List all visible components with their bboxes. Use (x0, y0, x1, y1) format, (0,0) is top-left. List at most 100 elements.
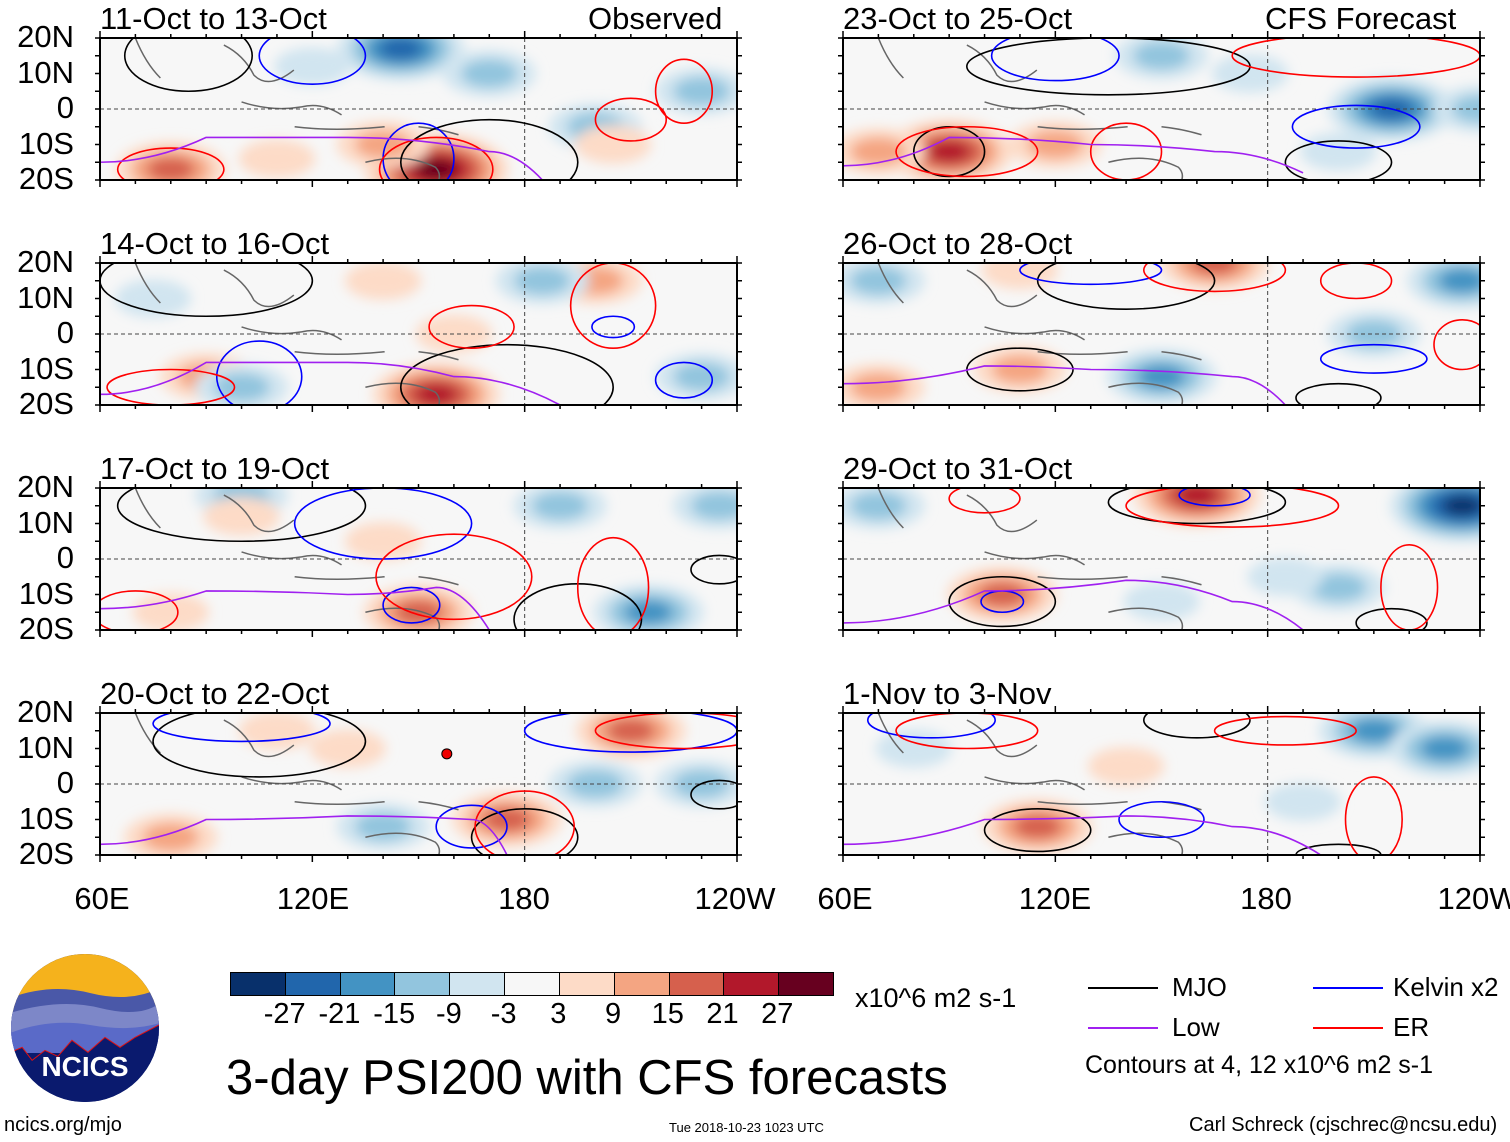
coastline (877, 263, 1202, 405)
panel-title: 1-Nov to 3-Nov (843, 676, 1052, 711)
anomaly-blob (1013, 814, 1062, 839)
map-content (100, 263, 737, 405)
lat-label: 20N (17, 469, 74, 504)
anomaly-blob (514, 266, 571, 295)
legend-label: Kelvin x2 (1393, 972, 1499, 1002)
anomaly-blob (624, 600, 673, 625)
lon-label: 120W (694, 881, 776, 916)
contour-low (843, 579, 1304, 630)
anomaly-blob (461, 59, 518, 88)
lat-label: 10S (18, 575, 74, 611)
tropical-cyclone-icon (441, 748, 453, 760)
low-legend-line (1088, 1027, 1158, 1029)
map-svg (838, 256, 1485, 412)
lat-label: 20S (18, 386, 74, 421)
anomaly-blob (1310, 573, 1367, 602)
anomaly-field (115, 38, 737, 180)
contour-er (654, 58, 714, 125)
contour-kelvin-x2 (654, 361, 714, 399)
contour-low (843, 815, 1322, 855)
panel-title: 23-Oct to 25-Oct (843, 1, 1073, 36)
lon-label: 120E (1018, 881, 1092, 916)
lon-label: 120W (1437, 881, 1510, 916)
anomaly-blob (532, 491, 589, 520)
colorbar-swatch (559, 973, 615, 995)
contour-er (428, 304, 515, 350)
contour-kelvin-x2 (1019, 263, 1163, 286)
lat-label: 0 (56, 315, 74, 350)
contour-mjo (983, 808, 1092, 853)
lat-label: 0 (56, 765, 74, 800)
anomaly-blob (1027, 130, 1084, 159)
anomaly-blob (1123, 582, 1200, 621)
coastline (877, 488, 1202, 630)
map-svg (95, 481, 742, 637)
map-content (843, 263, 1480, 405)
map-panel (838, 481, 1485, 637)
anomaly-blob (344, 522, 422, 561)
map-svg (95, 706, 742, 862)
observed-label: Observed (588, 1, 723, 36)
contour-low (100, 815, 508, 855)
map-content (843, 713, 1480, 855)
lat-label: 10N (17, 279, 74, 315)
lat-label: 10N (17, 504, 74, 540)
colorbar-units: x10^6 m2 s-1 (855, 983, 1017, 1013)
anomaly-blob (142, 823, 199, 852)
contour-kelvin-x2 (215, 340, 303, 405)
timestamp: Tue 2018-10-23 1023 UTC (669, 1120, 824, 1135)
contour-er (594, 713, 737, 750)
contour-low (100, 361, 561, 405)
map-panel (838, 706, 1485, 862)
lat-label: 20S (18, 836, 74, 871)
anomaly-blob (991, 355, 1048, 384)
contour-mjo (948, 575, 1057, 628)
figure-title: 3-day PSI200 with CFS forecasts (226, 1051, 948, 1105)
map-svg (838, 481, 1485, 637)
coastline (134, 713, 459, 855)
anomaly-blob (574, 125, 652, 164)
contour-low (100, 136, 543, 180)
anomaly-blob (309, 729, 386, 768)
lon-label: 180 (1240, 881, 1292, 916)
colorbar-tick-label: 21 (706, 998, 739, 1030)
anomaly-blob (416, 159, 456, 180)
map-panel (95, 481, 742, 637)
contour-er (106, 368, 236, 405)
contour-mjo (470, 808, 579, 855)
contour-er (378, 136, 494, 180)
anomaly-blob (1345, 319, 1402, 349)
map-content (100, 713, 737, 855)
anomaly-field (843, 38, 1480, 180)
colorbar-tick-label: -15 (373, 998, 416, 1030)
lon-label: 120E (276, 881, 350, 916)
contour-kelvin-x2 (1118, 800, 1205, 839)
contour-er (1125, 488, 1340, 528)
coastline (877, 38, 1202, 180)
anomaly-blob (147, 157, 195, 180)
contour-er (474, 790, 576, 855)
ncics-logo: NCICS (11, 954, 159, 1102)
contour-mjo (690, 779, 737, 810)
colorbar-swatch (450, 973, 506, 995)
contour-er (594, 97, 668, 142)
anomaly-blob (927, 140, 971, 163)
anomaly-blob (1451, 94, 1480, 124)
contour-er (948, 488, 1021, 514)
lat-label: 20S (18, 161, 74, 196)
anomaly-blob (238, 139, 316, 178)
anomaly-blob (673, 362, 730, 391)
contour-er (895, 713, 1039, 750)
anomaly-blob (1300, 132, 1377, 171)
contour-mjo (1036, 263, 1216, 310)
anomaly-field (114, 263, 737, 405)
anomaly-blob (875, 729, 953, 768)
contour-kelvin-x2 (591, 315, 636, 339)
contour-kelvin-x2 (523, 713, 737, 753)
site-url[interactable]: ncics.org/mjo (4, 1114, 122, 1136)
lon-label: 60E (817, 881, 873, 916)
anomaly-blob (1087, 747, 1165, 786)
lat-label: 10N (17, 54, 74, 90)
contour-mjo (1355, 607, 1428, 630)
